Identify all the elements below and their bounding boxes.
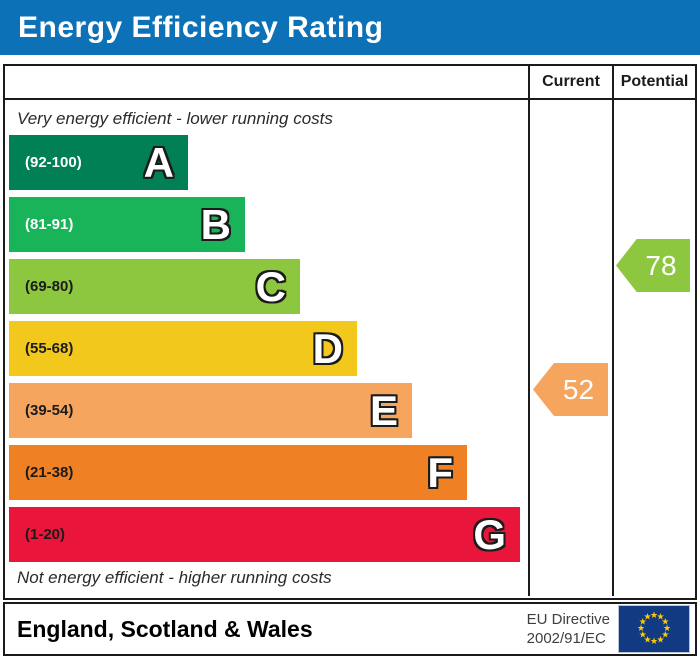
svg-text:★: ★ [661,631,669,641]
band-letter: D [312,324,343,372]
eu-directive-label: EU Directive 2002/91/EC [527,610,610,649]
potential-column: 78 [612,100,695,596]
eu-flag-icon: ★ ★ ★ ★ ★ ★ ★ ★ ★ ★ ★ ★ [618,605,690,653]
svg-text:★: ★ [643,635,651,645]
current-rating-value: 52 [562,373,595,405]
rating-band-b: (81-91) B [9,197,245,252]
rating-band-e: (39-54) E [9,383,412,438]
rating-band-a: (92-100) A [9,135,188,190]
svg-text:★: ★ [661,618,669,628]
band-range-label: (39-54) [25,402,74,419]
rating-band-f: (21-38) F [9,445,467,500]
potential-rating-arrow: 78 [616,239,690,292]
svg-text:★: ★ [650,637,658,647]
band-range-label: (55-68) [25,340,74,357]
band-letter: F [427,448,453,496]
caption-not-efficient: Not energy efficient - higher running co… [17,568,332,587]
table-header: Current Potential [5,66,695,100]
svg-text:★: ★ [650,611,658,621]
svg-text:★: ★ [663,624,671,634]
svg-text:★: ★ [656,613,664,623]
potential-rating-value: 78 [645,249,677,281]
band-range-label: (92-100) [25,154,82,171]
band-letter: E [369,386,398,434]
band-letter: G [473,510,506,558]
band-range-label: (81-91) [25,216,74,233]
header-spacer [5,66,528,98]
page-title: Energy Efficiency Rating [18,10,384,44]
rating-band-d: (55-68) D [9,321,357,376]
eu-directive-line1: EU Directive [526,610,610,628]
svg-text:★: ★ [639,618,647,628]
svg-text:★: ★ [656,635,664,645]
band-letter: B [200,200,231,248]
column-header-current: Current [528,66,612,98]
current-rating-arrow: 52 [533,363,608,416]
footer: England, Scotland & Wales EU Directive 2… [3,602,697,656]
rating-band-g: (1-20) G [9,507,520,562]
band-range-label: (69-80) [25,278,74,295]
band-letter: C [255,262,286,310]
svg-text:★: ★ [637,624,645,634]
region-label: England, Scotland & Wales [17,615,313,642]
table-body: Very energy efficient - lower running co… [5,100,695,596]
rating-bands-column: Very energy efficient - lower running co… [5,100,528,596]
band-range-label: (21-38) [25,464,74,481]
title-bar: Energy Efficiency Rating [0,0,700,55]
rating-table: Current Potential Very energy efficient … [3,64,697,600]
rating-band-c: (69-80) C [9,259,300,314]
current-column: 52 [528,100,612,596]
band-letter: A [143,138,174,186]
caption-very-efficient: Very energy efficient - lower running co… [17,109,333,128]
svg-text:★: ★ [639,631,647,641]
band-range-label: (1-20) [25,526,66,543]
eu-directive-line2: 2002/91/EC [526,630,606,647]
svg-text:★: ★ [643,613,651,623]
column-header-potential: Potential [612,66,695,98]
